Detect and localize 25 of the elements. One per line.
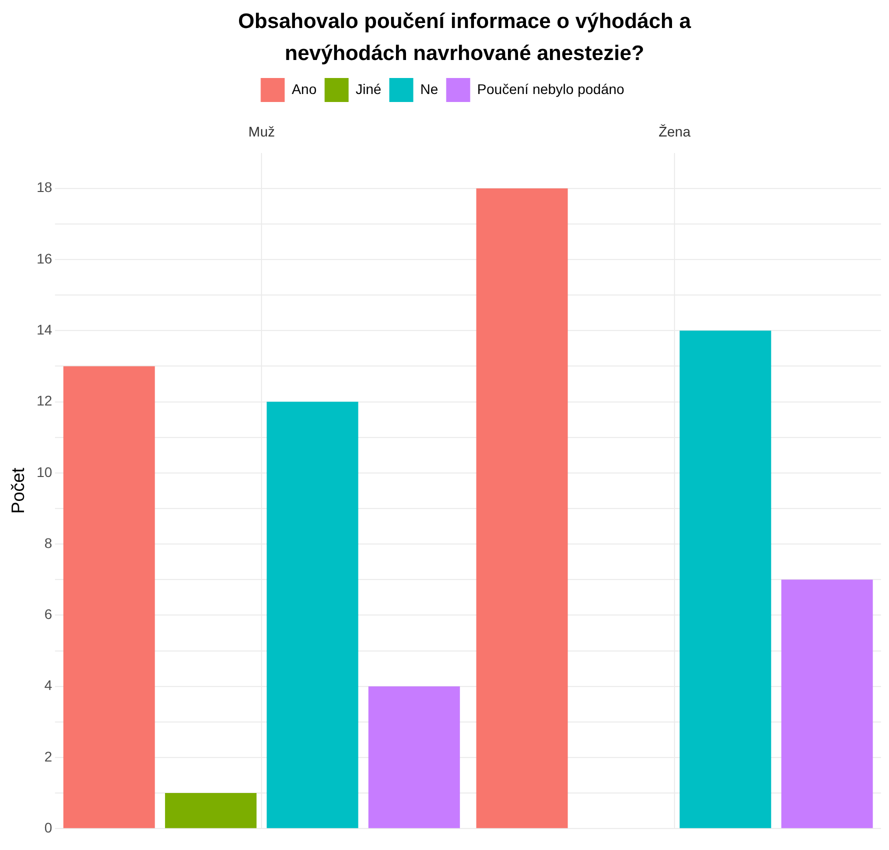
y-tick-label: 14 [36,322,52,338]
bar [680,330,772,828]
bar [368,686,460,828]
y-tick-label: 6 [44,606,52,622]
x-tick-label: Žena [658,123,691,140]
bar [63,366,155,828]
legend-label: Poučení nebylo podáno [477,80,625,97]
x-tick-label: Muž [248,123,275,140]
bar [781,580,873,828]
y-tick-label: 10 [36,464,52,480]
bar [266,402,358,828]
y-tick-label: 4 [44,677,52,694]
y-tick-label: 12 [36,392,52,409]
legend-label: Ne [420,80,438,97]
y-tick-label: 8 [44,534,52,551]
legend-label: Ano [292,80,317,97]
y-tick-label: 18 [36,179,52,196]
y-tick-label: 0 [44,819,52,836]
chart-title: Obsahovalo poučení informace o výhodách a nevýhodách navrhované anestezie? [237,9,692,67]
y-tick-label: 2 [44,748,52,764]
legend-label: Jiné [356,80,382,97]
y-tick-label: 16 [36,250,52,266]
bar [476,188,568,828]
y-axis-title: Počet [8,468,28,514]
bar [165,793,257,828]
